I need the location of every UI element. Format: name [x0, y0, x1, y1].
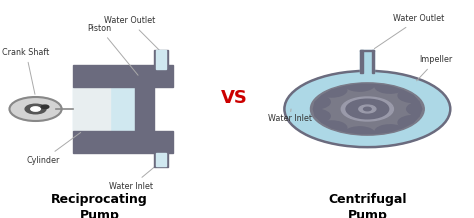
- Bar: [154, 50, 168, 70]
- Wedge shape: [345, 127, 375, 134]
- Circle shape: [9, 97, 62, 121]
- Text: Impeller: Impeller: [417, 55, 453, 81]
- Bar: [154, 153, 168, 167]
- Bar: [156, 50, 166, 69]
- Wedge shape: [313, 109, 330, 122]
- Bar: [154, 65, 168, 83]
- Bar: [360, 50, 374, 51]
- Bar: [135, 77, 154, 141]
- Bar: [360, 50, 363, 73]
- Bar: [156, 153, 166, 166]
- Circle shape: [284, 71, 450, 147]
- Bar: [73, 65, 173, 87]
- Text: Cylinder: Cylinder: [26, 133, 81, 165]
- Circle shape: [41, 105, 49, 109]
- Wedge shape: [345, 84, 375, 91]
- Wedge shape: [322, 87, 347, 97]
- Text: Water Inlet: Water Inlet: [109, 162, 160, 191]
- Text: Centrifugal
Pump: Centrifugal Pump: [328, 193, 407, 218]
- Wedge shape: [375, 125, 402, 134]
- Text: Water Outlet: Water Outlet: [104, 16, 161, 51]
- Text: Crank Shaft: Crank Shaft: [2, 48, 50, 94]
- Circle shape: [346, 99, 389, 119]
- Circle shape: [310, 83, 424, 135]
- Circle shape: [359, 105, 376, 113]
- Circle shape: [341, 97, 393, 121]
- Bar: [372, 50, 374, 73]
- Text: Piston: Piston: [88, 24, 138, 75]
- Circle shape: [31, 107, 40, 111]
- Text: VS: VS: [221, 89, 248, 107]
- Bar: [154, 135, 168, 153]
- Text: Water Inlet: Water Inlet: [268, 109, 312, 123]
- Circle shape: [25, 104, 46, 114]
- Bar: [360, 50, 374, 73]
- Bar: [73, 87, 140, 131]
- Wedge shape: [322, 121, 347, 131]
- Text: Water Outlet: Water Outlet: [374, 14, 445, 49]
- Text: Reciprocating
Pump: Reciprocating Pump: [51, 193, 148, 218]
- Circle shape: [364, 107, 371, 111]
- Wedge shape: [375, 84, 402, 93]
- Wedge shape: [398, 116, 419, 128]
- Bar: [73, 87, 110, 131]
- Wedge shape: [313, 96, 330, 109]
- Bar: [73, 131, 173, 153]
- Wedge shape: [407, 102, 422, 116]
- Wedge shape: [398, 90, 419, 102]
